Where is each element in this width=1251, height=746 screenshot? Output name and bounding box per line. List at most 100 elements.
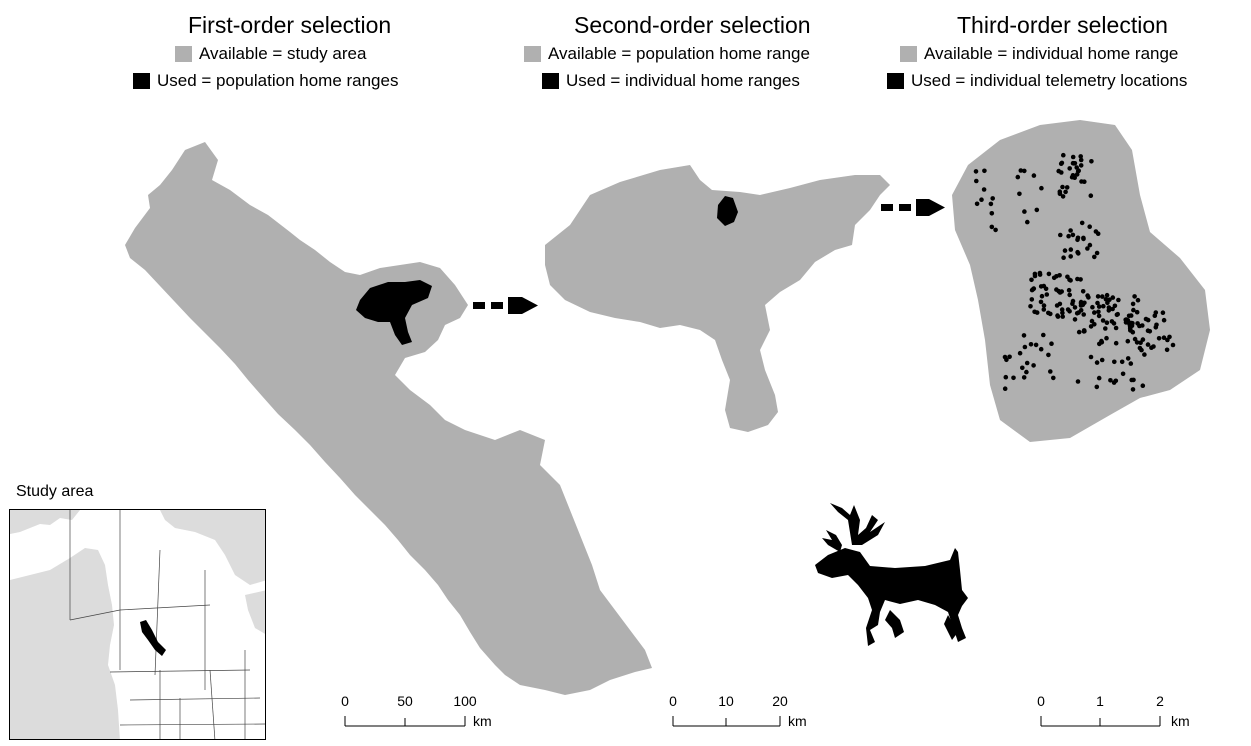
telemetry-point	[1126, 313, 1132, 319]
telemetry-point	[1104, 320, 1110, 326]
telemetry-point	[1097, 341, 1102, 347]
telemetry-point	[1095, 294, 1101, 299]
telemetry-point	[1104, 292, 1110, 298]
telemetry-point	[1044, 292, 1050, 297]
telemetry-point	[1063, 189, 1068, 195]
scalebar-3-tick-1: 1	[1096, 693, 1104, 709]
telemetry-point	[1046, 352, 1051, 358]
telemetry-point	[1034, 310, 1040, 315]
scalebar-1	[344, 716, 466, 727]
telemetry-point	[1078, 163, 1084, 168]
telemetry-point	[1110, 295, 1116, 300]
telemetry-point	[1120, 371, 1126, 377]
telemetry-point	[1059, 307, 1065, 312]
panel2-legend-used: Used = individual home ranges	[542, 71, 800, 91]
telemetry-point	[1103, 326, 1108, 331]
telemetry-point	[1029, 277, 1034, 283]
telemetry-point	[1096, 304, 1102, 309]
telemetry-point	[1021, 333, 1027, 338]
telemetry-point	[1161, 335, 1167, 341]
inset-water-shape	[160, 510, 265, 585]
telemetry-point	[1092, 322, 1097, 327]
telemetry-point	[1011, 375, 1016, 381]
telemetry-point	[1075, 379, 1081, 384]
telemetry-point	[1153, 325, 1159, 330]
telemetry-point	[1111, 380, 1117, 385]
telemetry-point	[1076, 329, 1082, 335]
telemetry-point	[1130, 387, 1136, 392]
telemetry-point	[973, 169, 979, 174]
telemetry-point	[1046, 310, 1051, 316]
telemetry-point	[1087, 224, 1092, 229]
telemetry-point	[1085, 246, 1090, 251]
telemetry-point	[1081, 328, 1087, 333]
inset-ocean-shape	[10, 548, 120, 739]
scalebar-2-unit: km	[788, 713, 807, 729]
telemetry-point	[1106, 308, 1112, 313]
used-swatch	[542, 73, 559, 89]
telemetry-point	[1038, 284, 1044, 289]
telemetry-point	[1074, 172, 1080, 177]
telemetry-point	[1089, 318, 1095, 324]
telemetry-point	[1076, 251, 1081, 256]
telemetry-point	[1049, 341, 1054, 347]
telemetry-point	[1110, 306, 1115, 312]
panel3-legend-used-label: Used = individual telemetry locations	[911, 71, 1188, 90]
scalebar-3	[1040, 716, 1161, 727]
telemetry-point	[1131, 377, 1136, 383]
telemetry-point	[1108, 378, 1113, 383]
telemetry-point	[1131, 307, 1136, 313]
telemetry-point	[1090, 304, 1095, 310]
telemetry-point	[1080, 289, 1086, 294]
telemetry-point	[1041, 307, 1047, 312]
scalebar-3-tick-0: 0	[1037, 693, 1045, 709]
telemetry-point	[1116, 297, 1121, 303]
telemetry-point	[1075, 235, 1081, 241]
telemetry-point	[1022, 209, 1027, 214]
telemetry-point	[1096, 313, 1102, 319]
telemetry-point	[1088, 354, 1094, 360]
telemetry-point	[1068, 278, 1073, 283]
telemetry-point	[1164, 347, 1170, 353]
telemetry-point	[1039, 293, 1045, 299]
telemetry-point	[1119, 359, 1125, 365]
telemetry-point	[1100, 318, 1106, 323]
available-swatch	[175, 46, 192, 62]
caribou-silhouette-icon	[815, 503, 968, 646]
telemetry-point	[1100, 294, 1105, 299]
telemetry-point	[1078, 308, 1084, 313]
telemetry-point	[1094, 384, 1100, 390]
telemetry-point	[1034, 207, 1040, 213]
telemetry-point	[1085, 293, 1090, 298]
panel1-legend-available-label: Available = study area	[199, 44, 367, 63]
scalebar-2	[672, 716, 781, 727]
dashed-arrow-icon	[881, 199, 945, 216]
telemetry-point	[1070, 232, 1076, 238]
telemetry-point	[1079, 220, 1085, 226]
telemetry-point	[1061, 152, 1066, 158]
telemetry-point	[974, 178, 979, 184]
telemetry-point	[1092, 254, 1097, 260]
telemetry-point	[1070, 298, 1076, 304]
telemetry-point	[1066, 233, 1071, 239]
telemetry-point	[1041, 332, 1046, 338]
telemetry-point	[1054, 287, 1059, 292]
telemetry-point	[1089, 159, 1094, 164]
telemetry-point	[1041, 303, 1047, 308]
scalebar-3-tick-2: 2	[1156, 693, 1164, 709]
telemetry-point	[1094, 250, 1100, 256]
telemetry-point	[989, 211, 995, 216]
inset-map	[9, 509, 266, 740]
telemetry-point	[1125, 356, 1131, 361]
inset-map-canvas	[10, 510, 265, 739]
telemetry-point	[1004, 357, 1009, 363]
telemetry-point	[988, 201, 994, 207]
scalebar-2-tick-2: 20	[772, 693, 788, 709]
telemetry-point	[1028, 342, 1034, 347]
panel2-legend-used-label: Used = individual home ranges	[566, 71, 800, 90]
telemetry-point	[1072, 305, 1078, 310]
telemetry-point	[1104, 335, 1109, 341]
telemetry-point	[979, 197, 984, 202]
used-swatch	[887, 73, 904, 89]
telemetry-point	[1039, 185, 1044, 191]
